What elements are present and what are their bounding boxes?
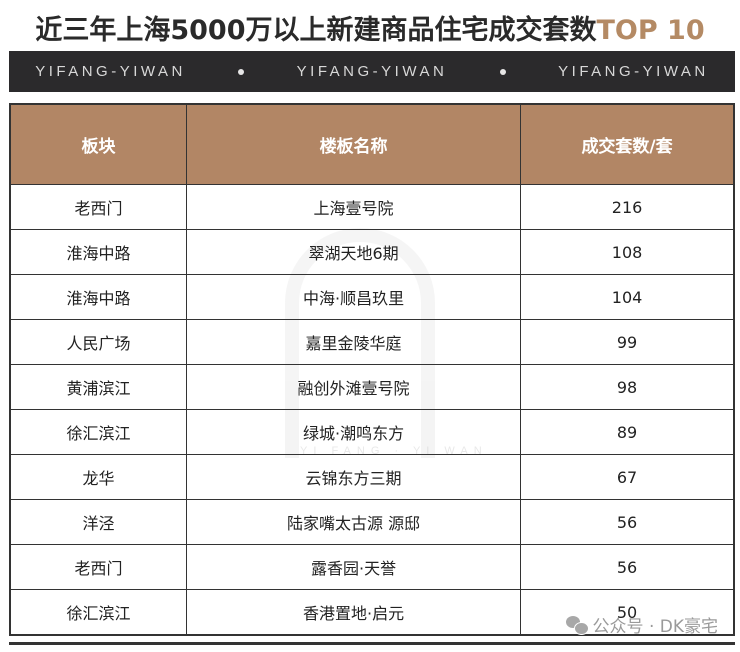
cell-units: 104: [520, 274, 735, 320]
cell-district: 老西门: [9, 544, 188, 590]
table-header-row: 板块 楼板名称 成交套数/套: [9, 103, 735, 185]
title-accent: TOP 10: [596, 15, 705, 46]
table-row: 淮海中路 翠湖天地6期 108: [9, 229, 735, 275]
table-row: 老西门 露香园·天誉 56: [9, 544, 735, 590]
cell-district: 人民广场: [9, 319, 188, 365]
bullet-dot-icon: [238, 68, 245, 75]
table-row: 徐汇滨江 香港置地·启元 50: [9, 589, 735, 636]
cell-units: 216: [520, 184, 735, 230]
cell-project: 陆家嘴太古源 源邸: [186, 499, 522, 545]
cell-units: 108: [520, 229, 735, 275]
cell-district: 淮海中路: [9, 274, 188, 320]
cell-project: 中海·顺昌玖里: [186, 274, 522, 320]
cell-project: 翠湖天地6期: [186, 229, 522, 275]
title-main: 近三年上海5000万以上新建商品住宅成交套数: [35, 15, 597, 46]
brand-banner: YIFANG-YIWAN YIFANG-YIWAN YIFANG-YIWAN: [9, 51, 735, 92]
cell-project: 绿城·潮鸣东方: [186, 409, 522, 455]
cell-project: 上海壹号院: [186, 184, 522, 230]
cell-units: 56: [520, 544, 735, 590]
bottom-divider: [9, 642, 735, 645]
source-credit: 公众号 · DK豪宅: [565, 612, 718, 637]
cell-units: 89: [520, 409, 735, 455]
cell-district: 徐汇滨江: [9, 409, 188, 455]
cell-project: 香港置地·启元: [186, 589, 522, 636]
cell-units: 67: [520, 454, 735, 500]
page-title: 近三年上海5000万以上新建商品住宅成交套数TOP 10: [0, 8, 740, 47]
cell-district: 龙华: [9, 454, 188, 500]
table-row: 黄浦滨江 融创外滩壹号院 98: [9, 364, 735, 410]
cell-project: 露香园·天誉: [186, 544, 522, 590]
header-district: 板块: [9, 103, 188, 185]
table-row: 洋泾 陆家嘴太古源 源邸 56: [9, 499, 735, 545]
cell-district: 老西门: [9, 184, 188, 230]
cell-district: 洋泾: [9, 499, 188, 545]
wechat-icon: [565, 615, 589, 635]
cell-project: 嘉里金陵华庭: [186, 319, 522, 365]
banner-text: YIFANG-YIWAN: [558, 63, 709, 80]
table-row: 人民广场 嘉里金陵华庭 99: [9, 319, 735, 365]
cell-units: 99: [520, 319, 735, 365]
table-row: 淮海中路 中海·顺昌玖里 104: [9, 274, 735, 320]
table-row: 老西门 上海壹号院 216: [9, 184, 735, 230]
cell-units: 50: [520, 589, 735, 636]
header-project: 楼板名称: [186, 103, 522, 185]
banner-text: YIFANG-YIWAN: [296, 63, 448, 80]
header-units: 成交套数/套: [520, 103, 735, 185]
bullet-dot-icon: [499, 68, 506, 75]
cell-district: 黄浦滨江: [9, 364, 188, 410]
credit-text: 公众号 · DK豪宅: [592, 617, 718, 637]
ranking-table: 板块 楼板名称 成交套数/套 老西门 上海壹号院 216 淮海中路 翠湖天地6期 108…: [9, 103, 735, 636]
cell-project: 云锦东方三期: [186, 454, 522, 500]
cell-units: 56: [520, 499, 735, 545]
cell-district: 淮海中路: [9, 229, 188, 275]
cell-units: 98: [520, 364, 735, 410]
banner-text: YIFANG-YIWAN: [35, 63, 186, 80]
cell-project: 融创外滩壹号院: [186, 364, 522, 410]
table-row: 龙华 云锦东方三期 67: [9, 454, 735, 500]
table-row: 徐汇滨江 绿城·潮鸣东方 89: [9, 409, 735, 455]
cell-district: 徐汇滨江: [9, 589, 188, 636]
